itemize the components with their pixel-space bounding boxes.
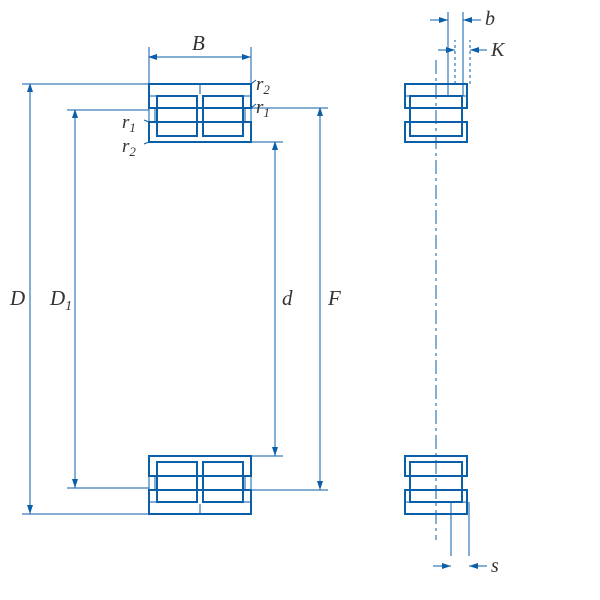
right-view: b K s (405, 8, 506, 577)
upper-section-left (149, 84, 251, 142)
dim-d: d (251, 142, 293, 456)
label-B: B (192, 31, 205, 55)
lower-section-left (149, 456, 251, 514)
lower-section-right (405, 456, 469, 556)
label-F: F (327, 286, 341, 310)
label-D1: D (49, 286, 65, 310)
svg-text:r2: r2 (122, 136, 136, 159)
dim-D1: D1 (49, 110, 149, 488)
svg-text:D1: D1 (49, 286, 72, 314)
label-b: b (485, 8, 495, 30)
dim-F: F (251, 108, 341, 490)
bearing-diagram: B D D1 d F r2 r1 r1 r2 (0, 0, 600, 600)
label-d: d (282, 286, 293, 310)
label-D1-sub: 1 (65, 299, 72, 314)
label-D: D (9, 286, 25, 310)
svg-text:r1: r1 (256, 97, 270, 120)
svg-text:r2: r2 (256, 74, 270, 97)
dim-B: B (149, 31, 251, 84)
dim-b: b (430, 8, 495, 84)
upper-section-right (405, 40, 470, 142)
label-s: s (491, 555, 499, 577)
label-K: K (490, 39, 506, 61)
svg-text:r1: r1 (122, 112, 136, 135)
left-view: B D D1 d F r2 r1 r1 r2 (9, 31, 341, 514)
dim-s: s (433, 555, 499, 577)
